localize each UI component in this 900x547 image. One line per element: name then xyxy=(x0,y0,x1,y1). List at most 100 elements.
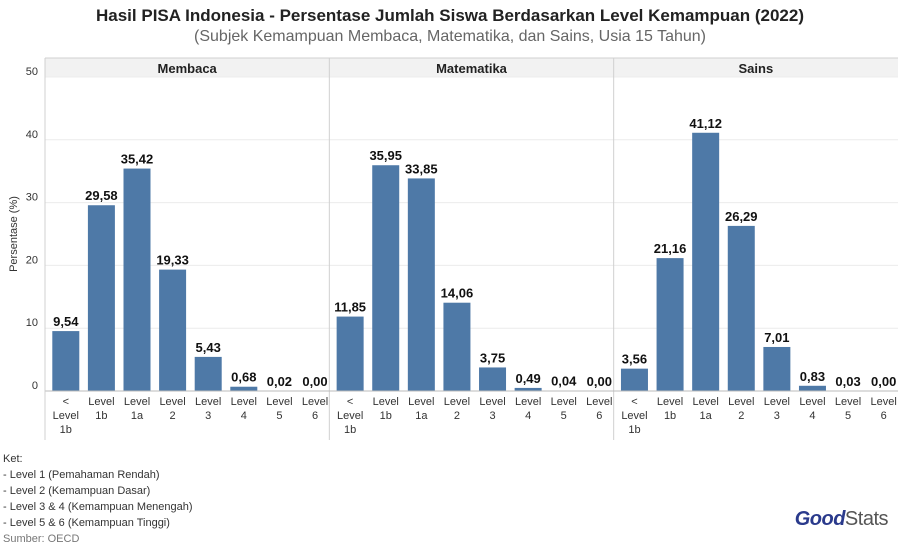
x-tick-label: < xyxy=(631,396,637,408)
x-tick-label: < xyxy=(347,396,353,408)
data-label: 21,16 xyxy=(654,241,687,256)
bar xyxy=(159,270,186,391)
data-label: 9,54 xyxy=(53,314,79,329)
bar xyxy=(372,165,399,391)
x-tick-label: Level xyxy=(728,396,754,408)
x-tick-label: 1a xyxy=(700,410,713,422)
note-item: - Level 1 (Pemahaman Rendah) xyxy=(3,467,193,483)
facet-title: Sains xyxy=(738,61,773,76)
x-tick-label: 4 xyxy=(809,410,815,422)
bar xyxy=(52,331,79,391)
x-tick-label: Level xyxy=(408,396,434,408)
x-tick-label: Level xyxy=(835,396,861,408)
x-tick-label: 6 xyxy=(312,410,318,422)
note-item: - Level 5 & 6 (Kemampuan Tinggi) xyxy=(3,515,193,531)
x-tick-label: 2 xyxy=(454,410,460,422)
x-tick-label: 2 xyxy=(170,410,176,422)
x-tick-label: 3 xyxy=(205,410,211,422)
pisa-bar-chart: Persentase (%) 0 10 20 30 40 50 Membaca 9,54 < Lev… xyxy=(0,0,900,450)
x-tick-label: Level xyxy=(871,396,897,408)
x-tick-label: Level xyxy=(337,410,363,422)
facet-title: Matematika xyxy=(436,61,508,76)
x-tick-label: 3 xyxy=(489,410,495,422)
bar xyxy=(728,226,755,391)
data-label: 0,03 xyxy=(835,374,860,389)
x-tick-label: Level xyxy=(586,396,612,408)
note-item: - Level 2 (Kemampuan Dasar) xyxy=(3,483,193,499)
bar xyxy=(88,205,115,391)
x-tick-label: Level xyxy=(302,396,328,408)
data-label: 0,68 xyxy=(231,370,256,385)
data-label: 0,00 xyxy=(302,374,327,389)
x-tick-label: Level xyxy=(657,396,683,408)
data-label: 41,12 xyxy=(689,116,722,131)
data-label: 7,01 xyxy=(764,330,789,345)
x-tick-label: 1b xyxy=(60,424,72,436)
bar xyxy=(657,258,684,391)
notes: Ket: - Level 1 (Pemahaman Rendah) - Leve… xyxy=(3,451,193,547)
x-tick-label: 5 xyxy=(845,410,851,422)
x-tick-label: 1b xyxy=(628,424,640,436)
bar xyxy=(479,367,506,391)
notes-heading: Ket: xyxy=(3,451,193,467)
x-tick-label: 1a xyxy=(131,410,144,422)
data-label: 26,29 xyxy=(725,209,758,224)
bar xyxy=(443,303,470,391)
data-label: 0,00 xyxy=(871,374,896,389)
bar xyxy=(230,387,257,391)
y-tick-label: 50 xyxy=(26,66,38,78)
data-label: 5,43 xyxy=(196,340,221,355)
bar xyxy=(799,386,826,391)
x-tick-label: 1b xyxy=(664,410,676,422)
x-tick-label: Level xyxy=(444,396,470,408)
x-tick-label: Level xyxy=(621,410,647,422)
x-tick-label: Level xyxy=(479,396,505,408)
x-tick-label: < xyxy=(63,396,69,408)
y-axis-title: Persentase (%) xyxy=(8,196,20,272)
x-tick-label: Level xyxy=(88,396,114,408)
data-label: 3,75 xyxy=(480,350,505,365)
bar xyxy=(195,357,222,391)
x-tick-label: 1b xyxy=(95,410,107,422)
data-label: 14,06 xyxy=(441,286,474,301)
data-label: 19,33 xyxy=(156,253,189,268)
data-label: 11,85 xyxy=(334,300,366,315)
x-tick-label: Level xyxy=(124,396,150,408)
facet-title: Membaca xyxy=(158,61,218,76)
y-tick-label: 20 xyxy=(26,254,38,266)
bar xyxy=(337,317,364,391)
y-tick-label: 40 xyxy=(26,129,38,141)
bar xyxy=(763,347,790,391)
y-tick-label: 0 xyxy=(32,380,38,392)
x-tick-label: Level xyxy=(515,396,541,408)
bar xyxy=(124,169,151,391)
x-tick-label: Level xyxy=(195,396,221,408)
bar xyxy=(408,178,435,391)
x-tick-label: 1b xyxy=(344,424,356,436)
x-tick-label: Level xyxy=(266,396,292,408)
x-tick-label: 6 xyxy=(881,410,887,422)
y-tick-label: 30 xyxy=(26,192,38,204)
data-label: 0,49 xyxy=(515,371,540,386)
x-tick-label: 1a xyxy=(415,410,428,422)
x-tick-label: 3 xyxy=(774,410,780,422)
x-tick-label: Level xyxy=(159,396,185,408)
data-label: 0,00 xyxy=(587,374,612,389)
bar xyxy=(621,369,648,391)
data-label: 0,83 xyxy=(800,369,825,384)
bar xyxy=(692,133,719,391)
data-label: 0,04 xyxy=(551,374,577,389)
x-tick-label: Level xyxy=(764,396,790,408)
x-tick-label: 5 xyxy=(276,410,282,422)
x-tick-label: 2 xyxy=(738,410,744,422)
data-label: 35,42 xyxy=(121,152,154,167)
source-note: Sumber: OECD xyxy=(3,531,193,547)
x-tick-label: 4 xyxy=(525,410,531,422)
x-tick-label: 1b xyxy=(380,410,392,422)
y-tick-label: 10 xyxy=(26,317,38,329)
x-tick-label: Level xyxy=(693,396,719,408)
x-tick-label: Level xyxy=(373,396,399,408)
data-label: 35,95 xyxy=(369,148,402,163)
goodstats-logo: GoodStats xyxy=(795,508,888,531)
data-label: 29,58 xyxy=(85,188,118,203)
